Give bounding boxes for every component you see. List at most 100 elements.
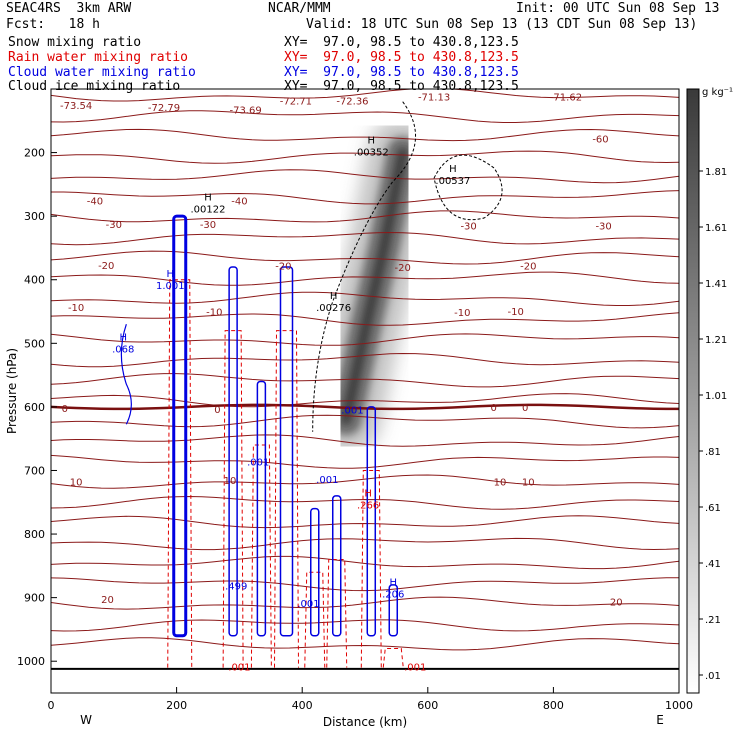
contour-label: -72.79 — [148, 103, 180, 114]
rain-contour — [167, 279, 193, 668]
temperature-contour — [51, 619, 679, 632]
temperature-contour — [51, 231, 679, 246]
contour-label: -10 — [68, 303, 84, 314]
contour-label: -30 — [200, 220, 216, 231]
extremum-mark: H — [449, 164, 457, 175]
temperature-contour — [51, 393, 679, 408]
temperature-contour — [51, 89, 679, 102]
temperature-contour — [51, 596, 679, 610]
x-tick-label: 600 — [417, 699, 438, 712]
extremum-value: .001 — [316, 475, 338, 486]
extremum-value: .068 — [112, 344, 134, 355]
contour-label: -20 — [275, 262, 291, 273]
cloud-water-contour — [172, 214, 188, 638]
y-tick-label: 700 — [24, 464, 45, 477]
extremum-value: .206 — [382, 589, 404, 600]
field-xy-cloud-ice: XY= 97.0, 98.5 to 430.8,123.5 — [284, 79, 519, 94]
contour-label: 10 — [522, 477, 535, 488]
x-axis-label: Distance (km) — [323, 715, 407, 729]
extremum-value: .001 — [247, 458, 269, 469]
rain-contour — [222, 330, 244, 668]
extremum-value: .00276 — [316, 303, 351, 314]
extremum-value: .00537 — [435, 176, 470, 187]
contour-label: -20 — [520, 262, 536, 273]
colorbar-label: .61 — [705, 503, 721, 514]
field-label-snow: Snow mixing ratio — [8, 35, 142, 50]
rain-contour — [360, 469, 382, 668]
x-tick-label: 200 — [166, 699, 187, 712]
extremum-mark: H — [330, 291, 338, 302]
cloud-water-contour-left — [120, 324, 132, 425]
contour-label: 10 — [224, 476, 237, 487]
temperature-contour — [51, 210, 679, 223]
field-xy-rain: XY= 97.0, 98.5 to 430.8,123.5 — [284, 50, 519, 65]
colorbar-label: 1.01 — [705, 391, 727, 402]
colorbar-label: .21 — [705, 615, 721, 626]
contour-label: 20 — [101, 595, 114, 606]
temperature-contour — [51, 128, 679, 142]
contour-label: 0 — [522, 403, 528, 414]
rain-contour — [326, 558, 348, 668]
header-init: Init: 00 UTC Sun 08 Sep 13 — [516, 1, 720, 16]
contour-label: 10 — [494, 477, 507, 488]
temperature-contour — [51, 291, 679, 306]
cloud-water-contour — [310, 507, 320, 637]
cloud-water-contour — [256, 380, 267, 637]
y-axis-label: Pressure (hPa) — [5, 348, 19, 434]
contour-label: -73.69 — [230, 105, 262, 116]
cloud-water-contour — [228, 266, 238, 637]
contour-label: -73.54 — [60, 101, 92, 112]
colorbar-label: .01 — [705, 671, 721, 682]
contour-label: -72.36 — [336, 96, 368, 107]
extremum-value: .001 — [404, 662, 426, 673]
west-label: W — [80, 713, 92, 727]
y-tick-label: 900 — [24, 592, 45, 605]
colorbar-label: 1.61 — [705, 223, 727, 234]
field-xy-snow: XY= 97.0, 98.5 to 430.8,123.5 — [284, 35, 519, 50]
contour-label: -10 — [206, 308, 222, 319]
extremum-value: .00122 — [191, 205, 226, 216]
temperature-contour — [51, 312, 679, 326]
contour-label: 10 — [70, 477, 83, 488]
cloud-water-contour — [388, 584, 399, 637]
temperature-contour — [51, 515, 679, 529]
contour-label: 0 — [491, 403, 497, 414]
temperature-contour — [51, 454, 679, 469]
header-model: SEAC4RS 3km ARW — [6, 1, 132, 16]
temperature-contour — [51, 190, 679, 205]
temperature-contour — [51, 169, 679, 184]
temperature-contour — [51, 373, 679, 388]
temperature-contour — [51, 537, 679, 551]
colorbar-label: 1.21 — [705, 335, 727, 346]
header-center: NCAR/MMM — [268, 1, 331, 16]
header-valid: Valid: 18 UTC Sun 08 Sep 13 (13 CDT Sun … — [306, 17, 698, 32]
cloud-water-contour — [366, 406, 377, 637]
header-fcst: Fcst: 18 h — [6, 17, 100, 32]
temperature-contour — [51, 414, 679, 429]
colorbar-label: .81 — [705, 447, 721, 458]
rain-contour — [274, 330, 299, 668]
contour-label: -60 — [592, 135, 608, 146]
extremum-value: 1.001 — [156, 281, 185, 292]
y-tick-label: 300 — [24, 210, 45, 223]
contour-label: -72.71 — [280, 96, 312, 107]
y-tick-label: 1000 — [17, 655, 45, 668]
contour-label: -10 — [508, 307, 524, 318]
temperature-contour — [51, 271, 679, 286]
x-tick-label: 0 — [48, 699, 55, 712]
extremum-value: .001 — [341, 406, 363, 417]
field-label-cloud-ice: Cloud ice mixing ratio — [8, 79, 181, 94]
x-tick-label: 1000 — [665, 699, 693, 712]
contour-label: -71.13 — [418, 93, 450, 104]
field-xy-cloud-water: XY= 97.0, 98.5 to 430.8,123.5 — [284, 65, 519, 80]
contour-label: -71.62 — [550, 93, 582, 104]
extremum-value: .499 — [225, 582, 247, 593]
field-label-rain: Rain water mixing ratio — [8, 50, 189, 65]
contour-label: 20 — [610, 597, 623, 608]
contour-label: -10 — [454, 308, 470, 319]
field-label-cloud-water: Cloud water mixing ratio — [8, 65, 196, 80]
cloud-ice-contour — [312, 101, 416, 432]
contour-label: -20 — [98, 261, 114, 272]
cloud-ice-contour-east — [433, 154, 503, 221]
